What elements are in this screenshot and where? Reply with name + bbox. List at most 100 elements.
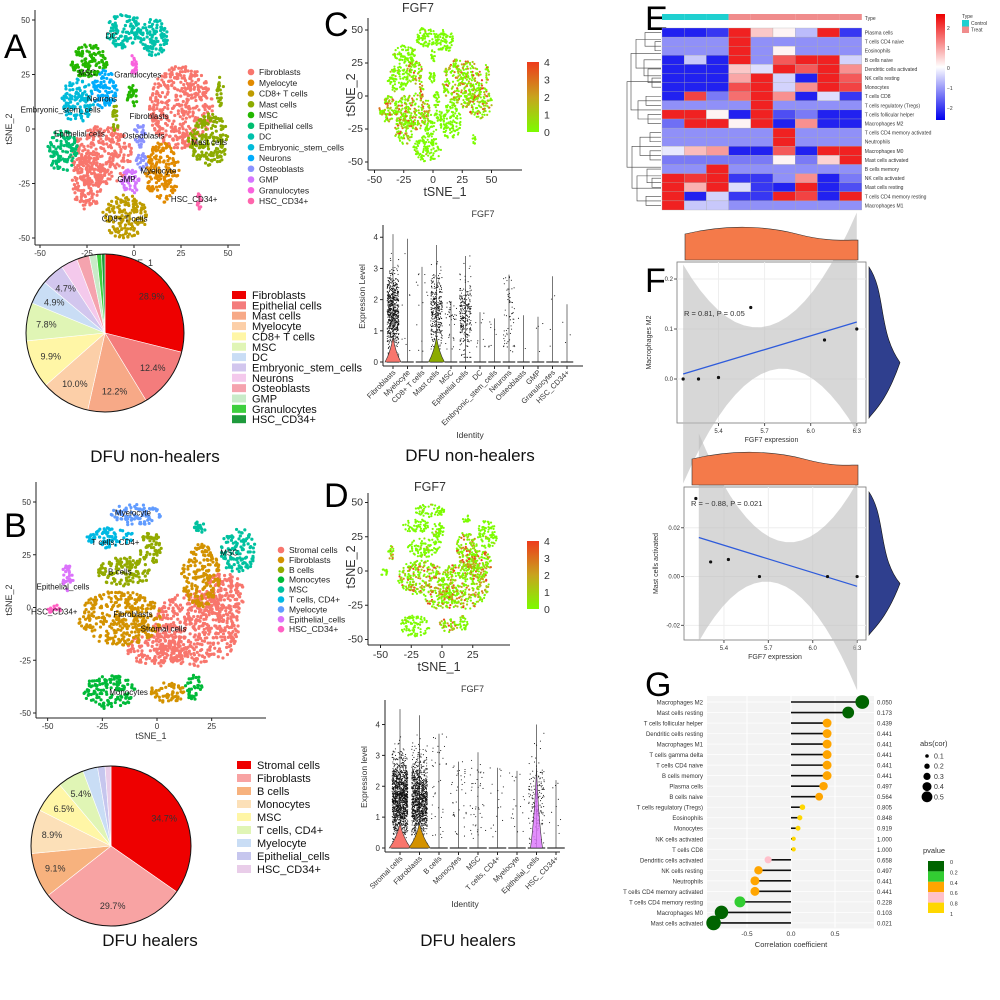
cell-point	[86, 129, 90, 133]
cell-point	[80, 80, 85, 84]
cell-point	[143, 222, 147, 227]
cell-point	[455, 65, 459, 68]
cell-point	[148, 175, 152, 179]
cell-point	[121, 218, 125, 222]
cell-point	[236, 624, 240, 628]
cell-point	[157, 158, 161, 162]
cell-point	[126, 168, 130, 172]
cell-point	[423, 114, 426, 117]
cell-point	[159, 29, 163, 33]
cell-point	[191, 111, 195, 115]
cell-point	[112, 128, 116, 132]
legend-label: HSC_CD34+	[259, 196, 308, 206]
cell-point	[191, 551, 195, 555]
cell-point	[114, 582, 119, 586]
cell-point	[88, 53, 92, 57]
cell-point	[206, 114, 210, 118]
cell-point	[211, 112, 215, 117]
cell-point	[152, 111, 156, 115]
cell-point	[192, 662, 196, 666]
cell-point	[470, 79, 473, 82]
cell-point	[143, 641, 147, 645]
cell-point	[203, 115, 207, 119]
cell-point	[463, 90, 466, 94]
cell-point	[155, 99, 159, 103]
cell-point	[176, 109, 180, 113]
cell-point	[148, 17, 153, 22]
cell-point	[146, 181, 150, 185]
cell-point	[117, 153, 122, 157]
cell-point	[200, 597, 204, 601]
cell-point	[442, 85, 446, 88]
cell-point	[200, 137, 204, 141]
cluster-label: GMP	[117, 175, 135, 184]
cell-point	[119, 34, 123, 38]
cell-point	[462, 63, 465, 66]
cell-point	[155, 643, 159, 647]
cell-point	[84, 84, 88, 88]
cell-point	[157, 93, 161, 98]
cell-point	[123, 223, 128, 227]
cell-point	[80, 153, 84, 157]
cell-point	[182, 563, 186, 567]
cell-point	[64, 150, 68, 154]
cell-point	[462, 65, 465, 68]
legend-swatch	[247, 154, 255, 162]
cell-point	[246, 534, 251, 538]
cell-point	[149, 114, 153, 118]
cell-point	[211, 124, 215, 128]
cell-point	[205, 576, 209, 580]
cell-point	[162, 615, 166, 619]
cell-point	[218, 75, 222, 80]
cell-point	[71, 87, 75, 92]
cell-point	[410, 104, 413, 107]
cell-point	[82, 145, 86, 149]
cell-point	[130, 522, 134, 526]
cell-point	[61, 167, 65, 172]
cell-point	[83, 603, 87, 607]
cell-point	[165, 197, 169, 201]
cell-point	[135, 659, 139, 663]
cell-point	[226, 540, 230, 544]
cell-point	[202, 558, 206, 562]
cell-point	[196, 664, 200, 668]
cell-point	[98, 635, 102, 639]
cell-point	[88, 60, 92, 64]
cell-point	[207, 568, 211, 572]
cell-point	[136, 640, 141, 645]
cell-point	[78, 137, 83, 141]
cell-point	[186, 681, 190, 685]
cell-point	[452, 62, 455, 65]
cell-point	[235, 602, 239, 606]
cell-point	[113, 114, 117, 118]
cell-point	[132, 104, 136, 108]
cell-point	[168, 75, 173, 79]
cell-point	[117, 137, 121, 141]
cell-point	[89, 156, 93, 160]
cell-point	[103, 57, 107, 61]
cell-point	[169, 79, 174, 83]
cell-point	[122, 584, 126, 588]
cell-point	[125, 559, 129, 563]
cell-point	[221, 582, 225, 587]
cell-point	[226, 613, 230, 617]
cell-point	[83, 156, 87, 160]
cell-point	[206, 112, 211, 116]
legend-swatch	[277, 606, 285, 613]
x-tick-label: -50	[34, 249, 46, 258]
cell-point	[130, 194, 135, 198]
cell-point	[197, 653, 201, 657]
legend-label: Epithelial_cells	[257, 851, 330, 863]
cell-point	[151, 506, 155, 510]
cell-point	[126, 682, 130, 686]
cell-point	[90, 194, 94, 199]
cell-point	[94, 183, 98, 187]
cell-point	[194, 144, 199, 148]
cell-point	[128, 184, 132, 188]
cell-point	[191, 673, 196, 677]
cell-point	[76, 169, 80, 173]
cell-point	[126, 214, 130, 218]
cell-point	[129, 152, 133, 156]
cluster-label: HSC_CD34+	[31, 608, 78, 617]
cell-point	[121, 209, 125, 213]
